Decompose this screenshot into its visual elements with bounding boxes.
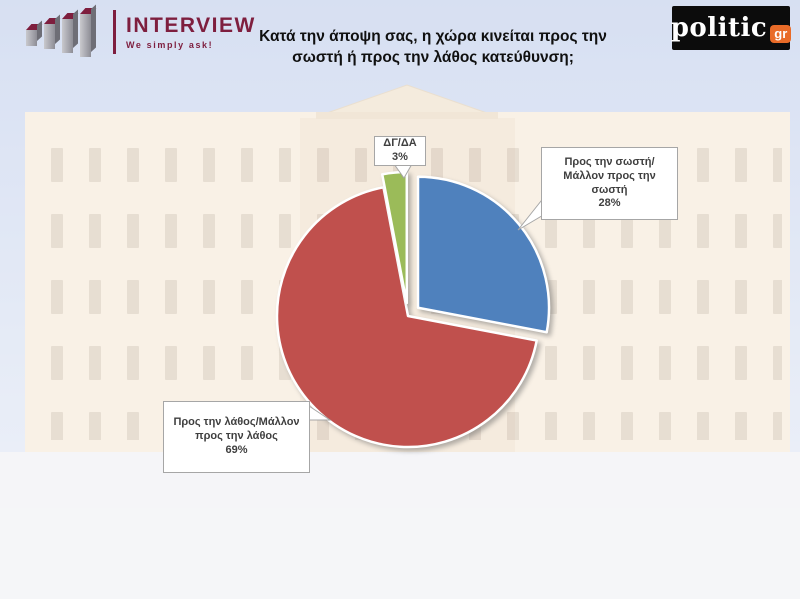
callout-value: 3% <box>392 151 408 163</box>
callout-label: Προς την λάθος/Μάλλον προς την λάθος <box>173 416 300 443</box>
callout-value: 28% <box>598 197 621 210</box>
politic-gr-logo: politic gr <box>670 6 792 50</box>
callout-right-direction: Προς την σωστή/Μάλλον προς την σωστή 28% <box>541 147 678 220</box>
interview-logo: INTERVIEW We simply ask! <box>26 7 256 57</box>
pie-slice-1 <box>275 186 538 449</box>
logo-divider <box>113 10 116 54</box>
bar-icon-2 <box>44 24 55 49</box>
page-title: Κατά την άποψη σας, η χώρα κινείται προς… <box>259 28 607 66</box>
publisher-gr-badge: gr <box>770 25 792 43</box>
brand-name: INTERVIEW <box>126 13 256 37</box>
bar-icon-3 <box>62 19 73 53</box>
callout-value: 69% <box>225 443 248 456</box>
publisher-name: politic <box>670 13 768 43</box>
callout-label: Προς την σωστή/Μάλλον προς την σωστή <box>563 156 656 196</box>
brand-tagline: We simply ask! <box>126 39 214 50</box>
pie-slice-0 <box>416 175 551 334</box>
callout-wrong-direction: Προς την λάθος/Μάλλον προς την λάθος 69% <box>163 401 310 473</box>
bar-icon-1 <box>26 30 37 46</box>
bar-chart-icon <box>26 7 91 57</box>
callout-dk-da: ΔΓ/ΔΑ 3% <box>374 136 426 166</box>
bar-icon-4 <box>80 14 91 57</box>
callout-label: ΔΓ/ΔΑ <box>383 137 417 150</box>
